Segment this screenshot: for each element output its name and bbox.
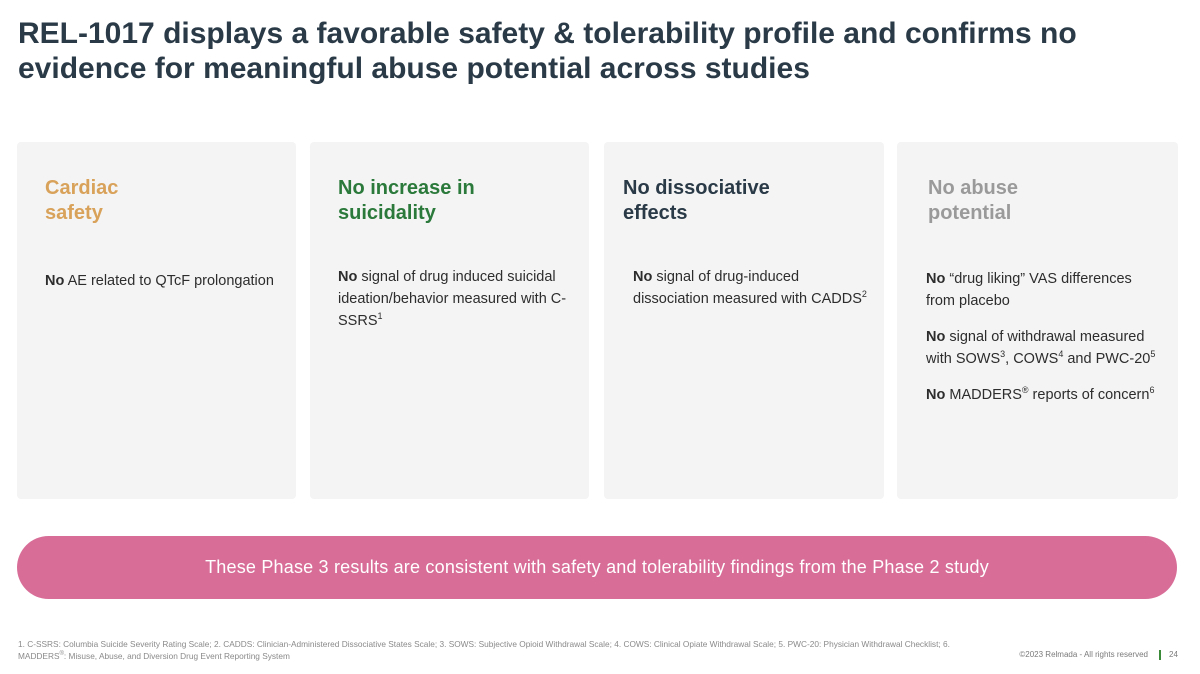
item-text: , COWS	[1005, 351, 1059, 367]
item-text: signal of drug induced suicidal ideation…	[338, 269, 567, 329]
item-text: signal of withdrawal measured with SOWS	[926, 329, 1145, 367]
card-title: Cardiac safety	[45, 176, 118, 226]
card-item: No signal of withdrawal measured with SO…	[926, 326, 1162, 370]
card-title-line: safety	[45, 202, 103, 224]
card-body: No “drug liking” VAS differences from pl…	[926, 268, 1162, 420]
footer-divider	[1159, 650, 1161, 660]
item-emphasis: No	[338, 269, 358, 285]
item-text: “drug liking” VAS differences from place…	[926, 271, 1132, 309]
item-emphasis: No	[926, 387, 946, 403]
card-title-line: effects	[623, 202, 688, 224]
card-item: No AE related to QTcF prolongation	[45, 270, 280, 292]
card-title-line: No increase in	[338, 177, 475, 199]
banner-text: These Phase 3 results are consistent wit…	[205, 557, 989, 577]
card-title: No abuse potential	[928, 176, 1018, 226]
card-title-line: Cardiac	[45, 177, 119, 199]
item-emphasis: No	[45, 273, 65, 289]
card-cardiac-safety: Cardiac safety No AE related to QTcF pro…	[17, 142, 296, 499]
item-text: AE related to QTcF prolongation	[64, 273, 274, 289]
card-item: No signal of drug-induced dissociation m…	[633, 266, 868, 310]
page-number: 24	[1169, 650, 1178, 659]
card-abuse-potential: No abuse potential No “drug liking” VAS …	[897, 142, 1178, 499]
footnote-ref: 6	[1149, 385, 1155, 396]
footnote-ref: 3	[1000, 349, 1006, 360]
footnote-ref: 4	[1058, 349, 1064, 360]
footnotes: 1. C-SSRS: Columbia Suicide Severity Rat…	[18, 638, 978, 662]
card-title-line: No abuse	[928, 177, 1019, 199]
card-item: No “drug liking” VAS differences from pl…	[926, 268, 1162, 312]
summary-banner: These Phase 3 results are consistent wit…	[17, 536, 1177, 599]
footnote-text: : Misuse, Abuse, and Diversion Drug Even…	[63, 651, 290, 661]
registered-mark: ®	[59, 651, 64, 658]
footnote-text: 1. C-SSRS: Columbia Suicide Severity Rat…	[18, 639, 950, 661]
card-title-line: No dissociative	[623, 177, 770, 199]
card-title: No dissociative effects	[623, 176, 770, 226]
item-emphasis: No	[926, 271, 946, 287]
card-title-line: suicidality	[338, 202, 436, 224]
card-item: No MADDERS® reports of concern6	[926, 384, 1162, 406]
card-body: No signal of drug induced suicidal ideat…	[338, 266, 573, 346]
card-body: No AE related to QTcF prolongation	[45, 270, 280, 306]
item-emphasis: No	[633, 269, 653, 285]
footnote-ref: 5	[1150, 349, 1156, 360]
page-title: REL-1017 displays a favorable safety & t…	[18, 17, 1077, 85]
item-text: and PWC-20	[1063, 351, 1151, 367]
copyright: ©2023 Relmada - All rights reserved	[1019, 650, 1148, 659]
card-suicidality: No increase in suicidality No signal of …	[310, 142, 589, 499]
card-dissociative: No dissociative effects No signal of dru…	[604, 142, 884, 499]
item-text: signal of drug-induced dissociation meas…	[633, 269, 862, 307]
footnote-ref: 2	[861, 289, 867, 300]
card-body: No signal of drug-induced dissociation m…	[633, 266, 868, 324]
footnote-ref: 1	[377, 311, 383, 322]
item-text: MADDERS	[945, 387, 1022, 403]
item-text: reports of concern	[1028, 387, 1150, 403]
registered-mark: ®	[1021, 385, 1029, 396]
card-title: No increase in suicidality	[338, 176, 475, 226]
item-emphasis: No	[926, 329, 946, 345]
card-item: No signal of drug induced suicidal ideat…	[338, 266, 573, 332]
card-title-line: potential	[928, 202, 1012, 224]
